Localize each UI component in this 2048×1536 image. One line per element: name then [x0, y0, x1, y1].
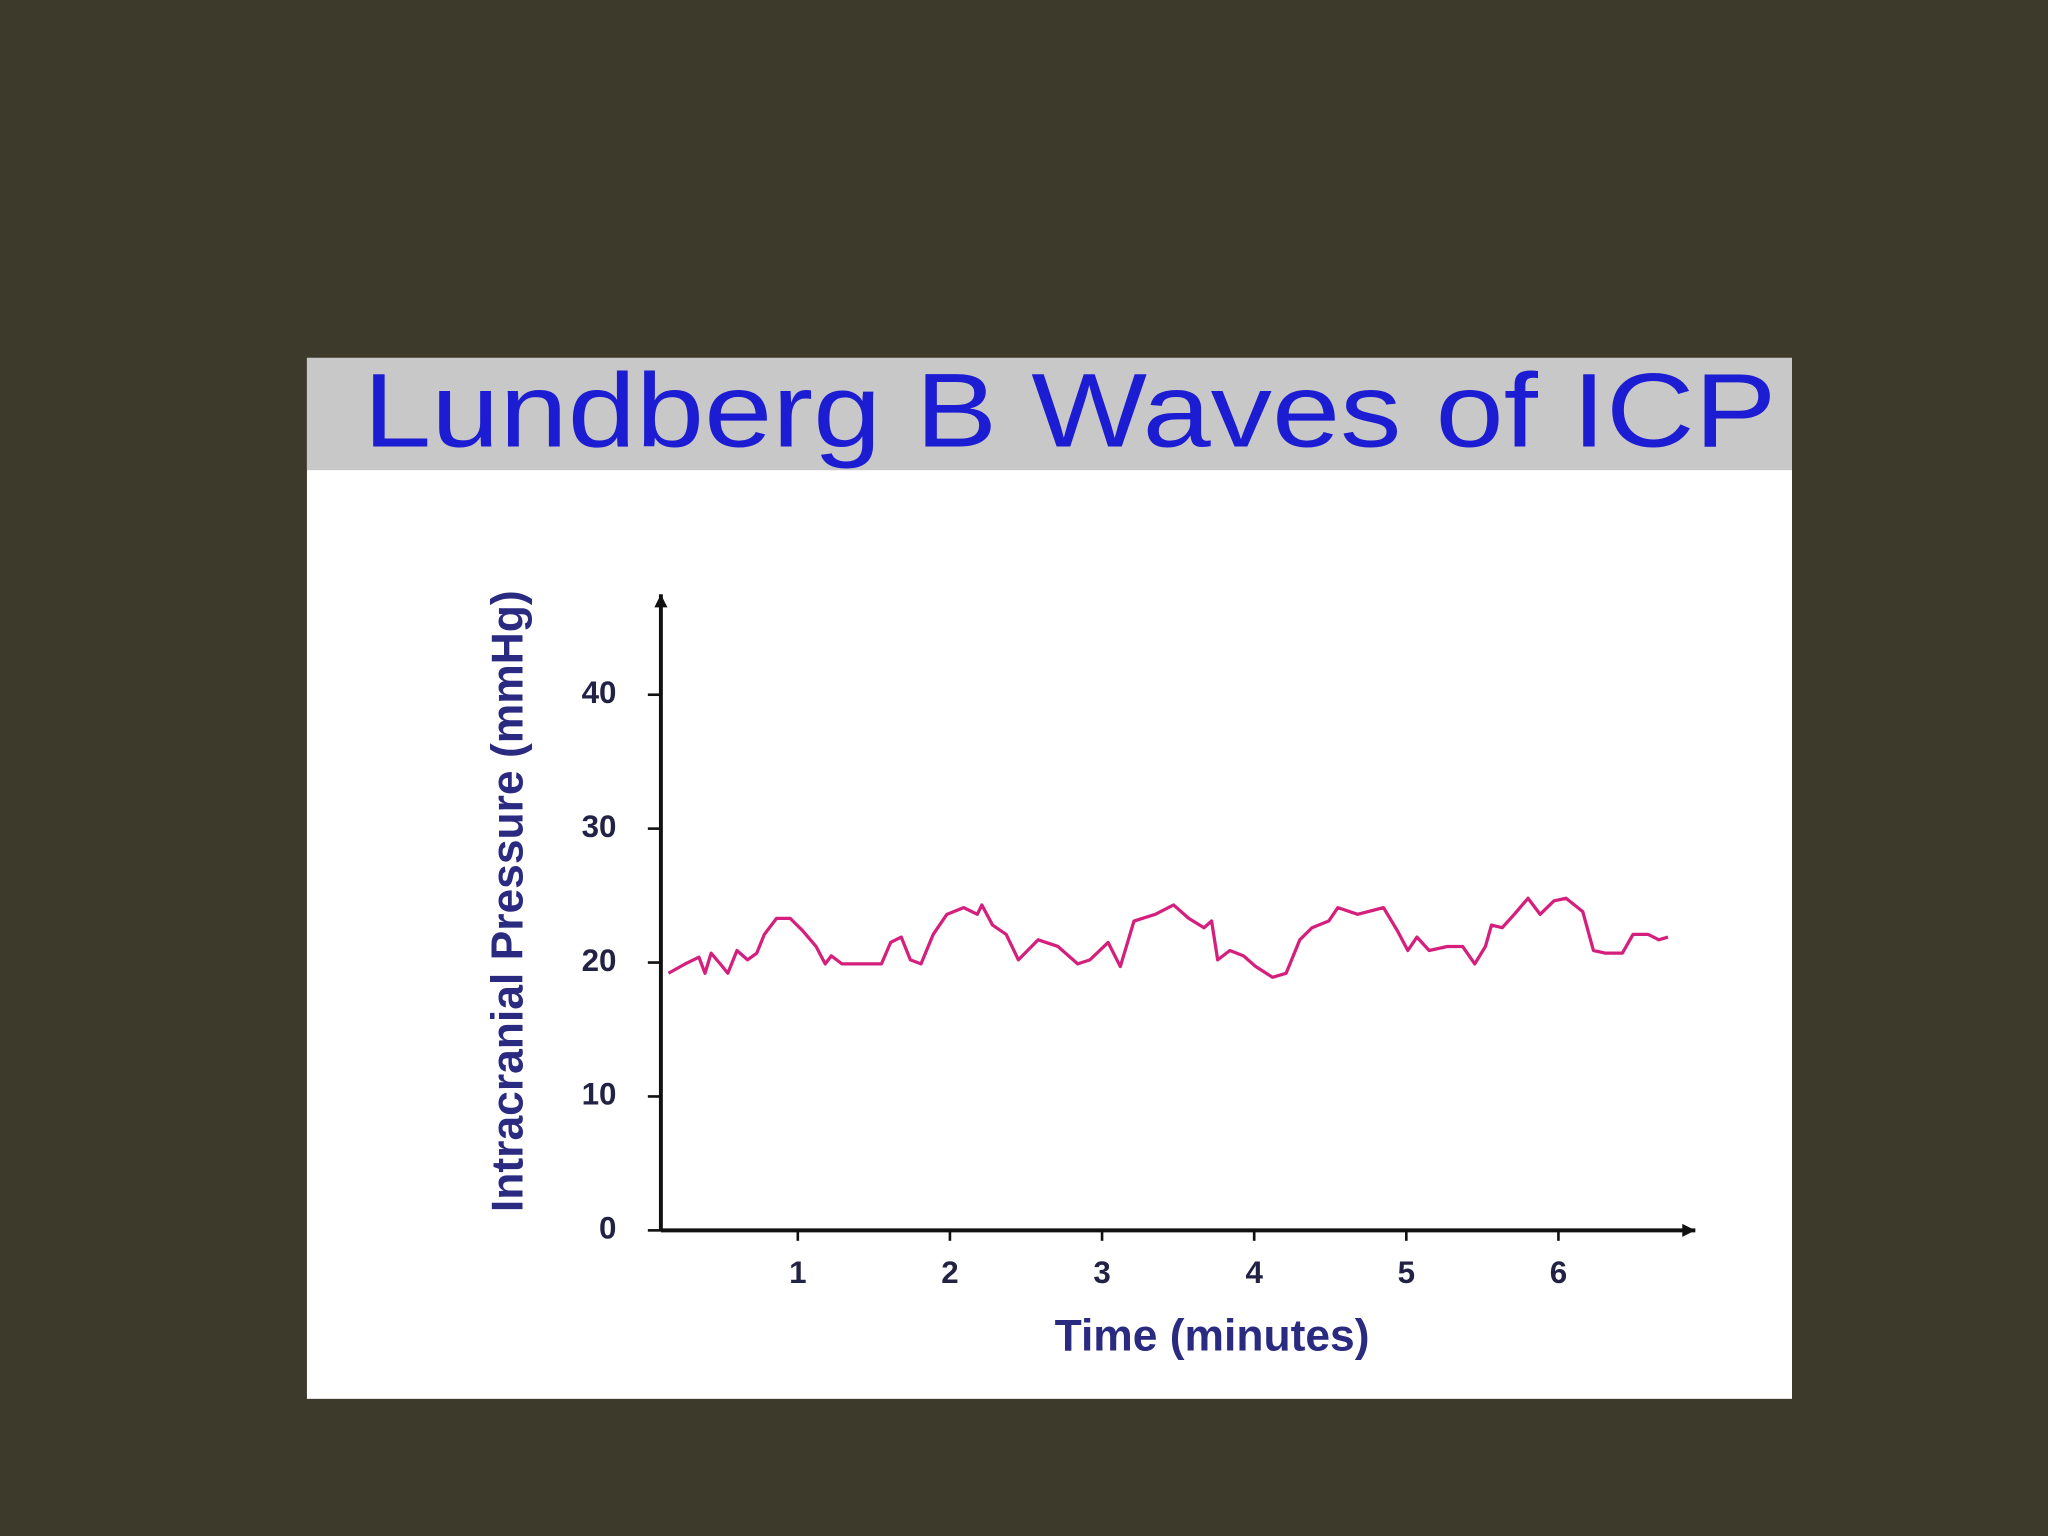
y-axis-arrow: [654, 594, 668, 608]
x-axis-label: Time (minutes): [1055, 1312, 1370, 1361]
y-tick-label: 10: [582, 1077, 617, 1112]
x-tick-label: 3: [1093, 1255, 1110, 1290]
y-tick-label: 20: [582, 943, 617, 978]
x-tick-label: 6: [1550, 1255, 1567, 1290]
data-line: [667, 896, 1669, 979]
chart-panel: [306, 357, 1793, 1399]
x-tick-label: 2: [941, 1255, 958, 1290]
x-tick-label: 5: [1398, 1255, 1415, 1290]
y-tick-label: 30: [582, 809, 617, 844]
x-tick-label: 4: [1245, 1255, 1263, 1290]
x-tick-label: 1: [789, 1255, 806, 1290]
x-axis-arrow: [1682, 1223, 1696, 1237]
y-axis-label: Intracranial Pressure (mmHg): [483, 590, 532, 1212]
y-tick-label: 40: [582, 675, 617, 710]
title-band: [306, 357, 1793, 471]
chart-title: Lundberg B Waves of ICP: [363, 353, 1776, 470]
y-tick-label: 0: [599, 1211, 616, 1246]
